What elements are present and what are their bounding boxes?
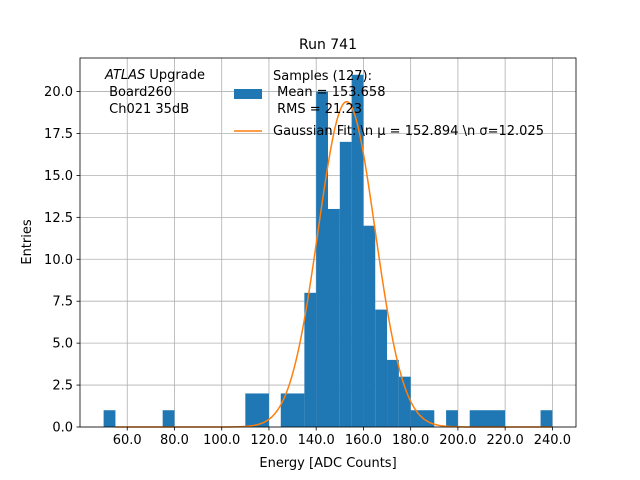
y-tick-label: 0.0	[52, 421, 73, 436]
histogram-bar	[398, 376, 411, 427]
histogram-bar	[446, 410, 458, 427]
histogram-bar	[103, 410, 116, 427]
y-tick-label: 15.0	[44, 169, 73, 184]
histogram-bar	[162, 410, 175, 427]
y-tick-label: 20.0	[44, 85, 73, 100]
legend-samples-line-1: Samples (127):	[273, 69, 372, 84]
legend-samples-line-3: RMS = 21.23	[273, 102, 362, 117]
histogram-bar	[351, 74, 364, 427]
x-tick-label: 200.0	[439, 433, 476, 448]
histogram-bar	[469, 410, 506, 427]
histogram-bar	[339, 141, 352, 427]
histogram-bar	[328, 208, 340, 427]
y-tick-label: 10.0	[44, 253, 73, 268]
x-tick-label: 180.0	[392, 433, 429, 448]
annotation-atlas: ATLAS	[104, 68, 145, 83]
y-axis-label: Entries	[20, 219, 35, 265]
x-tick-label: 80.0	[160, 433, 189, 448]
chart-title: Run 741	[299, 37, 357, 53]
histogram-bars	[103, 74, 553, 427]
annotation-line-2: Board260	[105, 85, 172, 100]
histogram-bar	[387, 359, 399, 427]
histogram-bar	[540, 410, 553, 427]
y-tick-label: 17.5	[44, 127, 73, 142]
y-tick-label: 12.5	[44, 211, 73, 226]
y-tick-label: 5.0	[52, 337, 73, 352]
legend-samples-swatch	[234, 89, 262, 99]
histogram-bar	[375, 309, 388, 427]
atlas-annotation: ATLAS Upgrade Board260 Ch021 35dB	[104, 68, 205, 117]
annotation-upgrade: Upgrade	[145, 68, 205, 83]
annotation-line-1: ATLAS Upgrade	[104, 68, 205, 83]
x-tick-label: 100.0	[203, 433, 240, 448]
histogram-bar	[304, 292, 317, 427]
histogram-bar	[245, 393, 269, 427]
x-tick-label: 160.0	[345, 433, 382, 448]
x-axis-ticks: 60.0 80.0 100.0 120.0 140.0 160.0 180.0 200.0 22…	[113, 427, 571, 448]
x-tick-label: 220.0	[487, 433, 524, 448]
y-tick-label: 2.5	[52, 379, 73, 394]
plot-frame	[79, 57, 577, 428]
legend-samples-line-2: Mean = 153.658	[273, 85, 385, 100]
x-axis-label: Energy [ADC Counts]	[259, 456, 396, 471]
legend: Samples (127): Mean = 153.658 RMS = 21.2…	[234, 69, 544, 139]
histogram-bar	[422, 410, 435, 427]
histogram-bar	[316, 91, 328, 427]
y-axis-ticks: 0.0 2.5 5.0 7.5 10.0 12.5 15.0 17.5 20.0	[44, 85, 80, 436]
x-tick-label: 60.0	[113, 433, 142, 448]
annotation-line-3: Ch021 35dB	[105, 102, 189, 117]
histogram-bar	[410, 410, 423, 427]
histogram-bar	[280, 393, 305, 427]
x-tick-label: 120.0	[250, 433, 287, 448]
y-tick-label: 7.5	[52, 295, 73, 310]
histogram-bar	[363, 225, 376, 427]
x-tick-label: 140.0	[298, 433, 335, 448]
legend-fit-label: Gaussian Fit: \n μ = 152.894 \n σ=12.025	[273, 124, 544, 139]
x-tick-label: 240.0	[534, 433, 571, 448]
